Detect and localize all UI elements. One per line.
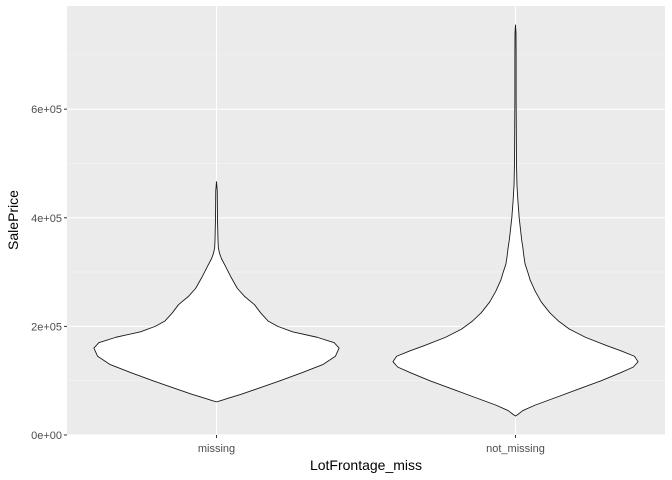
y-tick-label: 4e+05 [31, 213, 62, 225]
x-tick-label-not_missing: not_missing [486, 443, 545, 455]
violins [93, 24, 639, 417]
violin-not_missing [392, 24, 639, 417]
y-tick-label: 0e+00 [31, 430, 62, 442]
y-axis-title: SalePrice [5, 190, 21, 250]
y-axis: 0e+00 2e+05 4e+05 6e+05 [31, 104, 67, 442]
y-tick-label: 6e+05 [31, 104, 62, 116]
y-tick-label: 2e+05 [31, 321, 62, 333]
violin-missing [93, 181, 340, 403]
x-axis: missing not_missing [198, 435, 545, 455]
x-axis-title: LotFrontage_miss [310, 457, 422, 473]
x-tick-label-missing: missing [198, 443, 235, 455]
